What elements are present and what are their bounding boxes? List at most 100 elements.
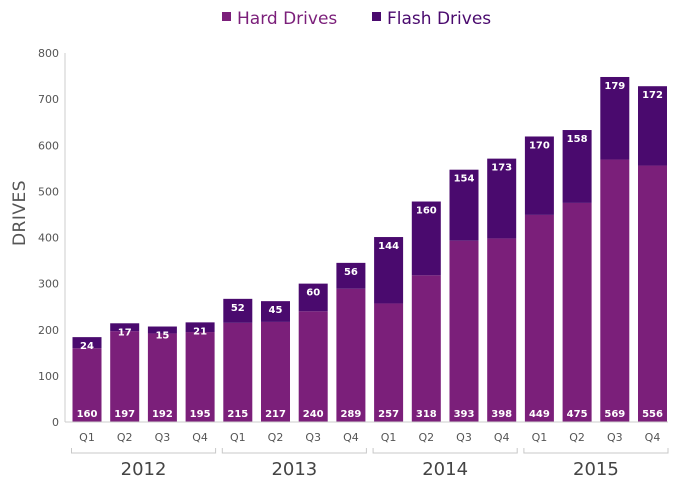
bar-flash-drives [110,323,140,332]
bar-hard-drives [562,202,592,422]
legend-swatch-flash-drives [372,12,381,21]
data-label-flash-drives: 24 [80,341,94,352]
bar-hard-drives [147,333,177,422]
x-axis: Q1 Q2 Q3 Q4 Q1 Q2 Q3 Q4 Q1 Q2 Q3 Q4 Q1 Q2 Q3 Q4 2012 2013… [65,421,669,480]
data-label-flash-drives: 144 [378,241,399,252]
bar-flash-drives [147,326,177,334]
data-label-hard-drives: 195 [190,409,211,420]
data-label-hard-drives: 217 [265,409,286,420]
year-bracket [71,448,217,454]
bar-flash-drives [600,76,630,160]
data-label-flash-drives: 158 [567,134,588,145]
bar-flash-drives [562,130,592,203]
bar-flash-drives [261,301,290,322]
x-tick-label: Q1 [230,431,246,444]
data-label-flash-drives: 160 [416,206,437,217]
bar-hard-drives [298,311,328,422]
y-tick-label: 800 [38,47,59,60]
bar-hard-drives [336,288,366,422]
bar-flash-drives [524,136,554,215]
data-label-hard-drives: 257 [378,409,399,420]
bar-hard-drives [449,240,479,422]
year-bracket [221,448,367,454]
data-label-flash-drives: 52 [231,303,245,314]
data-label-hard-drives: 556 [642,409,663,420]
x-tick-label: Q1 [79,431,95,444]
year-label: 2012 [121,459,167,480]
bar-flash-drives [638,86,667,166]
bar-flash-drives [185,322,215,333]
year-label: 2013 [271,459,317,480]
x-tick-label: Q4 [645,431,661,444]
data-label-flash-drives: 21 [193,326,207,337]
x-tick-label: Q4 [192,431,208,444]
legend-swatch-hard-drives [222,12,231,21]
year-bracket [372,448,518,454]
bar-hard-drives [638,165,667,423]
legend-label-flash-drives: Flash Drives [387,9,491,29]
x-tick-label: Q3 [456,431,472,444]
bar-hard-drives [110,331,140,422]
bars: 160 24 197 17 192 15 195 21 215 52 217 45 240 60 289 56… [72,76,667,423]
bar-hard-drives [72,348,102,422]
year-label: 2014 [422,459,468,480]
x-tick-label: Q3 [155,431,171,444]
bar-hard-drives [261,321,290,422]
bar-flash-drives [411,201,441,276]
bar-hard-drives [223,322,253,422]
x-tick-label: Q4 [343,431,359,444]
y-tick-label: 500 [38,185,59,198]
data-label-hard-drives: 289 [340,409,361,420]
y-tick-label: 700 [38,93,59,106]
y-tick-label: 600 [38,139,59,152]
data-label-hard-drives: 215 [227,409,248,420]
bar-flash-drives [223,298,253,323]
data-label-hard-drives: 398 [491,409,512,420]
data-label-flash-drives: 173 [491,163,512,174]
data-label-hard-drives: 569 [604,409,625,420]
data-label-hard-drives: 240 [303,409,324,420]
data-label-hard-drives: 449 [529,409,550,420]
year-label: 2015 [573,459,619,480]
data-label-flash-drives: 60 [306,288,320,299]
bar-hard-drives [411,275,441,422]
bar-flash-drives [298,283,328,312]
bar-hard-drives [374,303,404,422]
x-tick-label: Q3 [607,431,623,444]
x-tick-label: Q1 [381,431,397,444]
data-label-flash-drives: 17 [118,327,132,338]
legend: Hard Drives Flash Drives [222,9,491,29]
bar-flash-drives [72,337,102,349]
legend-label-hard-drives: Hard Drives [237,9,337,29]
y-tick-label: 0 [52,416,59,429]
data-label-flash-drives: 172 [642,90,663,101]
data-label-flash-drives: 170 [529,140,550,151]
data-label-flash-drives: 45 [269,305,283,316]
data-label-hard-drives: 393 [454,409,475,420]
bar-hard-drives [600,159,630,422]
bar-flash-drives [374,237,404,304]
x-tick-label: Q2 [117,431,133,444]
x-tick-label: Q1 [532,431,548,444]
data-label-hard-drives: 160 [77,409,98,420]
data-label-flash-drives: 154 [454,174,475,185]
data-label-hard-drives: 192 [152,409,173,420]
data-label-hard-drives: 475 [567,409,588,420]
bar-flash-drives [487,158,517,239]
x-tick-label: Q3 [305,431,321,444]
bar-hard-drives [185,332,215,422]
y-tick-label: 100 [38,370,59,383]
data-label-flash-drives: 56 [344,267,358,278]
data-label-hard-drives: 318 [416,409,437,420]
y-tick-label: 400 [38,232,59,245]
y-tick-label: 200 [38,324,59,337]
bar-hard-drives [524,214,554,422]
data-label-hard-drives: 197 [114,409,135,420]
data-label-flash-drives: 179 [604,81,625,92]
year-bracket [523,448,669,454]
bar-flash-drives [449,169,479,241]
y-tick-label: 300 [38,278,59,291]
y-axis: 0 100 200 300 400 500 600 700 800 [38,47,66,429]
data-label-flash-drives: 15 [155,331,169,342]
